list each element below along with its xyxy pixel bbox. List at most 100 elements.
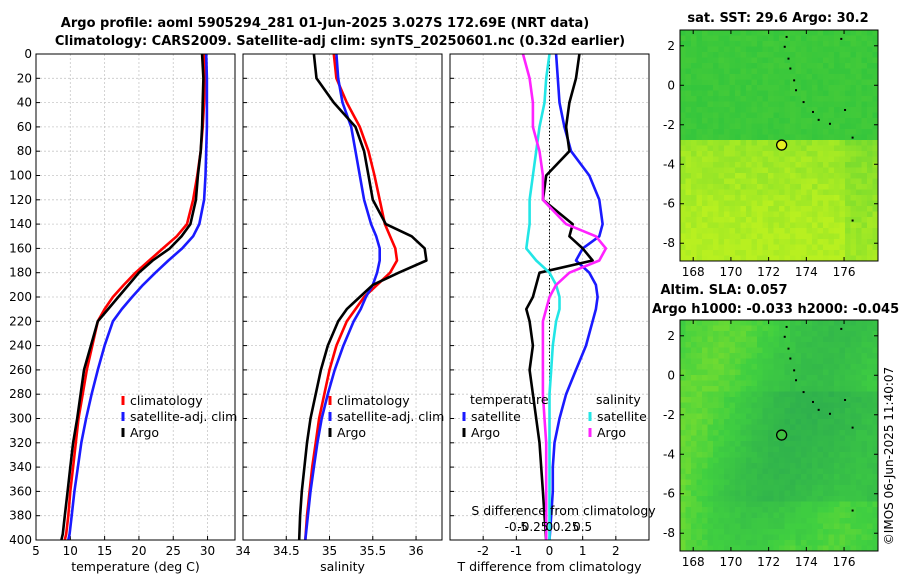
sla_map-cell [751,380,758,387]
sla_map-cell [801,430,807,436]
depth-tick-label: 400 [9,533,32,547]
sst_map-cell [817,123,824,130]
sla_map-cell [861,507,868,513]
sst_map-cell [724,112,730,119]
sst_map-cell [751,85,758,91]
sla_map-cell [773,358,780,365]
sst_map-cell [724,134,730,141]
salinity-xtick-label: 34 [235,544,250,558]
sla_map-cell [790,452,796,458]
sla_map-cell [856,364,862,370]
sla_map-cell [790,386,796,392]
sst_map-cell [823,233,829,240]
sla_map-cell [707,479,714,486]
sla_map-cell [828,391,835,398]
sla_map-cell [801,468,807,475]
sla_map-cell [691,463,697,469]
sla_map-cell [707,518,714,524]
sst_map-cell [784,145,791,152]
sst_map-cell [713,101,719,108]
sla_map-cell [713,490,719,497]
sst_map-cell [773,255,780,262]
sla_map-cell [740,347,747,354]
sst_map-cell [784,46,791,53]
sst_map-cell [757,255,763,262]
sla_map-cell [795,468,802,475]
sst_map-cell [790,85,796,91]
sla_map-cell [724,397,730,403]
sst_map-cell [784,255,791,262]
sla_map-cell [773,391,780,398]
sla_map-cell [845,320,851,326]
sst_map-cell [817,151,824,157]
sla_map-cell [823,413,829,420]
sst_map-cell [861,233,868,240]
sla_map-cell [773,353,780,359]
sst_map-cell [839,123,846,130]
sst_map-cell [713,107,719,113]
sst_map-cell [735,222,741,229]
sst_map-cell [740,184,747,190]
sst_map-cell [718,162,725,168]
sst_map-cell [817,129,824,135]
sla_map-cell [680,397,686,403]
sst_map-cell [867,74,873,80]
sst_map-cell [680,134,686,141]
sla_map-cell [707,380,714,387]
sla_map-cell [685,441,692,447]
sst_map-cell [751,222,758,229]
sst_map-cell [773,178,780,185]
sst_map-cell [845,222,851,229]
sst_map-cell [845,239,851,245]
sla_map-cell [779,446,785,453]
sst_map-cell [713,222,719,229]
sla_map-cell [773,320,780,326]
sst_map-cell [729,129,736,135]
sst_map-cell [751,79,758,86]
sla_map-cell [784,430,791,436]
sst_map-cell [795,112,802,119]
sla_map-cell [735,331,741,337]
sst_map-cell [839,222,846,229]
sla_map-cell [696,397,703,403]
sst_map-cell [718,140,725,146]
sla_map-cell [828,496,835,502]
sst_map-cell [702,206,708,212]
sst_map-cell [790,118,796,124]
sst_map-cell [735,85,741,91]
sla_map-cell [779,364,785,370]
sst_map-cell [839,145,846,152]
sla_map-cell [812,523,818,530]
sla_map-cell [806,435,813,442]
sla_map-cell [773,369,780,376]
sst_map-cell [680,68,686,75]
sla_map-cell [779,408,785,414]
sla_map-cell [779,518,785,524]
sst_map-cell [713,255,719,262]
sla_map-cell [845,391,851,398]
sla_map-cell [823,523,829,530]
sla_map-cell [691,534,697,541]
sst_map-cell [834,101,840,108]
sla_map-cell [740,424,747,431]
sst_map-cell [757,206,763,212]
sla_map-cell [707,386,714,392]
sla_map-cell [751,342,758,348]
sst_map-cell [724,156,730,163]
sla_map-cell [702,435,708,442]
sst_map-cell [812,167,818,174]
sla_map-cell [718,518,725,524]
sst_map-cell [696,129,703,135]
sla_map-cell [740,353,747,359]
sla_map-cell [872,397,879,403]
sla_map-cell [691,386,697,392]
sst_map-cell [751,35,758,42]
sst_map-cell [696,96,703,102]
sst_map-cell [762,244,769,251]
sst_map-cell [784,200,791,207]
sst_map-cell [757,222,763,229]
sla_map-cell [861,518,868,524]
sla_map-cell [861,457,868,464]
sst_map-cell [691,85,697,91]
sst_map-cell [724,52,730,58]
